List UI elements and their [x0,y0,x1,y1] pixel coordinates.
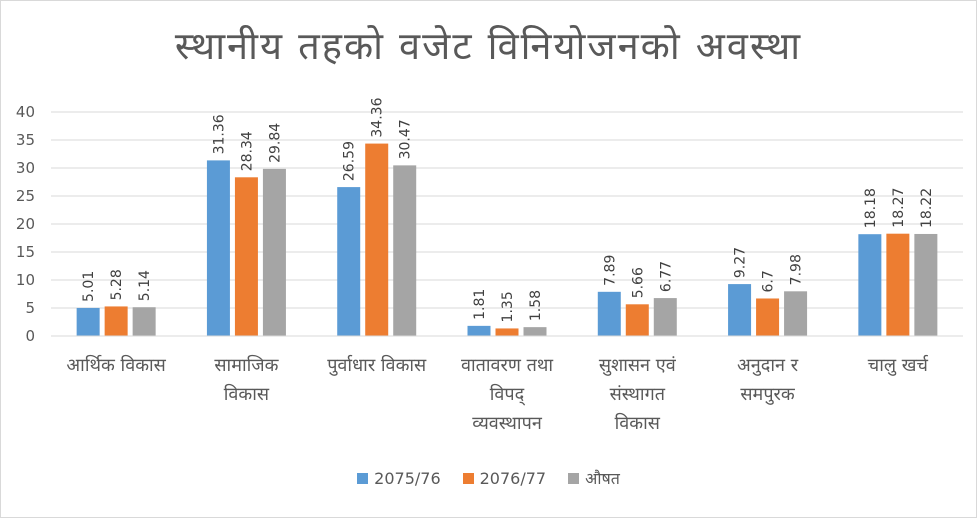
legend-swatch [357,472,369,484]
bar [756,298,780,336]
bar [337,187,361,336]
chart-title: स्थानीय तहको वजेट विनियोजनको अवस्था [174,24,803,68]
data-label: 29.84 [267,123,283,163]
bar [234,177,258,336]
bar [393,165,417,336]
data-label: 34.36 [370,97,386,137]
category-label: पुर्वाधार विकास [327,354,427,376]
data-label: 1.81 [472,289,488,320]
data-label: 18.22 [919,188,935,228]
category-label: विकास [615,412,661,434]
legend-label: 2075/76 [374,468,441,488]
bar [728,284,752,336]
data-label: 26.59 [342,141,358,181]
bar [914,233,938,336]
y-tick-label: 25 [16,187,35,205]
data-label: 1.58 [528,290,544,321]
category-label: अनुदान र [737,355,799,376]
category-label: समपुरक [740,384,796,405]
bar [104,306,128,336]
legend-item: 2075/76 [357,467,441,489]
category-label: चालु खर्च [868,354,929,376]
category-label: सामाजिक [214,354,279,376]
data-label: 9.27 [733,247,749,278]
category-label: वातावरण तथा [461,355,553,376]
data-label: 18.18 [863,188,879,228]
category-label: आर्थिक विकास [66,354,166,376]
legend-swatch [462,472,474,484]
y-tick-label: 10 [16,271,35,289]
data-label: 5.14 [137,270,153,301]
category-label: विपद् [490,383,526,406]
data-label: 5.28 [109,269,125,300]
bar [597,291,621,336]
data-label: 1.35 [500,291,516,322]
bar [523,327,547,336]
category-label: व्यवस्थापन [472,413,543,434]
y-tick-label: 20 [16,215,35,233]
bar [132,307,156,336]
bar [262,168,286,336]
bar [886,233,910,336]
data-label: 18.27 [891,188,907,228]
bar [76,307,100,336]
data-label: 7.98 [789,254,805,285]
legend-item: 2076/77 [462,467,547,489]
data-label: 28.34 [239,131,255,171]
legend-item: औषत [568,467,620,489]
bar [365,143,389,336]
bar [206,160,230,336]
y-tick-label: 30 [16,159,35,177]
bar [858,234,882,336]
data-label: 5.66 [630,267,646,298]
category-label: संस्थागत [610,384,666,405]
y-tick-label: 5 [25,299,35,317]
data-label: 6.77 [658,261,674,292]
bar [653,298,677,336]
legend-swatch [568,472,580,484]
data-label: 7.89 [602,255,618,286]
bar [495,328,519,336]
bar [784,291,808,336]
data-label: 31.36 [211,114,227,154]
bar [467,325,491,336]
data-label: 6.7 [761,270,777,292]
data-label: 5.01 [81,271,97,302]
y-tick-label: 0 [25,327,35,345]
data-label: 30.47 [398,119,414,159]
legend-label: औषत [585,469,620,488]
bar [625,304,649,336]
legend-label: 2076/77 [479,468,547,488]
category-label: विकास [224,383,270,405]
y-tick-label: 35 [16,131,35,149]
category-label: सुशासन एवं [599,355,677,376]
y-tick-label: 40 [16,103,35,121]
y-tick-label: 15 [16,243,35,261]
legend: 2075/76 2076/77 औषत [1,467,976,489]
